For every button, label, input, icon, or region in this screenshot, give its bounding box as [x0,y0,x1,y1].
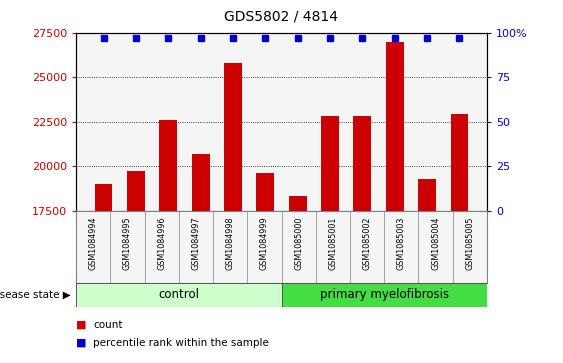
Text: GSM1085005: GSM1085005 [466,216,475,270]
Text: GSM1085002: GSM1085002 [363,216,372,270]
Text: control: control [158,289,199,301]
Bar [224,63,242,211]
Text: ■: ■ [76,320,87,330]
Bar [386,41,404,211]
Text: primary myelofibrosis: primary myelofibrosis [320,289,449,301]
Text: GSM1084996: GSM1084996 [157,216,166,270]
Bar [95,184,113,211]
Text: GSM1084999: GSM1084999 [260,216,269,270]
Text: GSM1085003: GSM1085003 [397,216,406,270]
Text: GSM1084997: GSM1084997 [191,216,200,270]
Text: GDS5802 / 4814: GDS5802 / 4814 [225,9,338,23]
Text: GSM1085000: GSM1085000 [294,216,303,270]
Bar [354,116,371,211]
Bar [282,283,487,307]
Text: GSM1084995: GSM1084995 [123,216,132,270]
Bar [127,171,145,211]
Text: percentile rank within the sample: percentile rank within the sample [93,338,269,348]
Bar [76,283,282,307]
Bar [289,196,307,211]
Text: GSM1085001: GSM1085001 [328,216,337,270]
Text: GSM1084994: GSM1084994 [88,216,97,270]
Bar [192,154,209,211]
Bar [256,173,274,211]
Bar [159,120,177,211]
Text: count: count [93,320,122,330]
Bar [450,114,468,211]
Text: ■: ■ [76,338,87,348]
Bar [321,116,339,211]
Bar [418,179,436,211]
Text: disease state ▶: disease state ▶ [0,290,70,300]
Text: GSM1084998: GSM1084998 [226,216,235,270]
Text: GSM1085004: GSM1085004 [431,216,440,270]
